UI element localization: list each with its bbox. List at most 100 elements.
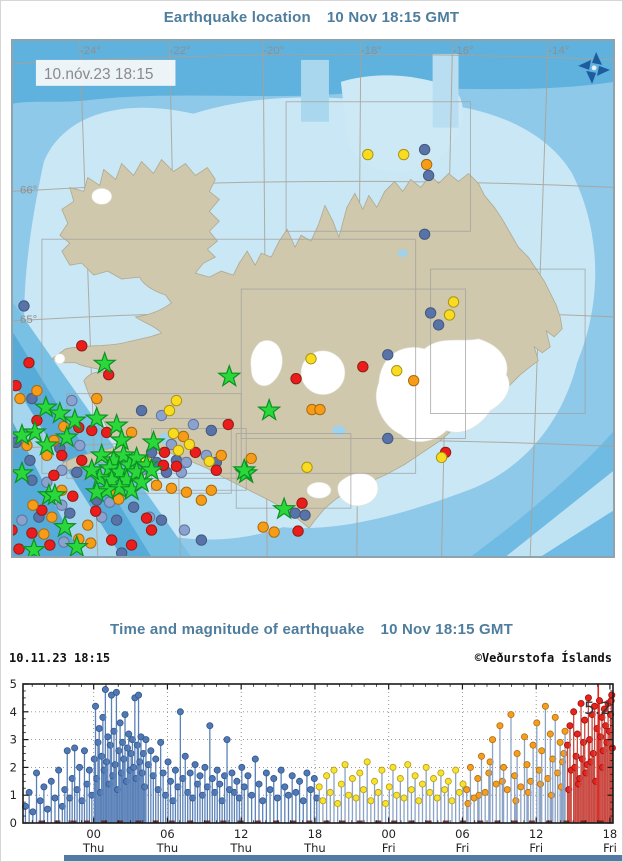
stem-point [323,772,331,780]
stem-point [33,769,41,777]
quake-marker-circle [27,499,39,511]
quake-marker-circle [195,534,208,546]
stem-point [371,777,379,785]
stem-point [556,738,564,746]
baseline-event [580,820,587,824]
quake-marker-circle [76,340,88,352]
stem-point [393,791,401,799]
quake-marker-circle [268,526,280,538]
quake-marker-circle [180,456,193,469]
baseline-event [187,820,194,824]
quake-marker-circle [178,524,191,536]
stem-point [363,758,371,766]
chart-title-text: Time and magnitude of earthquake [110,621,365,638]
stem-point [136,758,144,766]
stem-point [337,780,345,788]
stem-point [206,722,214,730]
chart-svg: 01234500Thu06Thu12Thu18Thu00Fri06Fri12Fr… [10,677,618,855]
quake-marker-circle [167,427,180,440]
baseline-event [290,820,297,824]
x-tick-day: Fri [382,841,396,855]
quake-marker-star [22,419,48,443]
baseline-event [339,820,346,824]
stem-point [307,786,315,794]
x-tick-hour: 12 [529,827,544,841]
stem-point [496,722,504,730]
stem-point [352,794,360,802]
baseline-event [425,820,432,824]
stem-point [348,775,356,783]
quake-marker-star [256,397,282,421]
stem-point [580,738,588,746]
stem-point [299,797,307,805]
quake-marker-star [33,394,59,418]
x-tick-hour: 12 [234,827,249,841]
stem-point [548,791,556,799]
stem-point [208,775,216,783]
stem-point [233,777,241,785]
stem-point [551,713,559,721]
stem-point [560,750,568,758]
quake-marker-circle [125,539,138,551]
stem-point [334,800,342,808]
quake-marker-circle [105,534,118,546]
glacier-myrdalsjokull [337,473,379,507]
stem-point [125,730,133,738]
stem-point [240,783,248,791]
stem-point [98,752,106,760]
quake-marker-circle [90,505,102,517]
quake-marker-star [109,427,134,451]
stem-point [76,763,84,771]
x-tick-hour: 06 [160,827,175,841]
quake-marker-circle [257,521,269,533]
quake-marker-star [54,424,79,448]
glacier-drangajokull [91,188,112,205]
chart-title: Time and magnitude of earthquake 10 Nov 1… [1,621,622,638]
stem-point [463,786,471,794]
stem-point [303,769,311,777]
stem-point [513,750,521,758]
stem-point [466,763,474,771]
quake-marker-circle [125,426,138,439]
stem-point [284,791,292,799]
quake-marker-circle [56,449,68,462]
baseline-event [597,820,604,824]
quake-marker-circle [23,357,35,369]
stem-point [51,794,59,802]
quake-marker-circle [66,394,78,407]
quake-marker-circle [31,384,43,397]
x-tick-hour: 06 [455,827,470,841]
stem-point [541,702,549,710]
stem-point [521,733,529,741]
y-tick-label: 0 [10,816,17,830]
baseline-event [101,820,108,824]
baseline-event [408,820,415,824]
stem-point [396,775,404,783]
quake-marker-circle [172,444,185,457]
stem-point [529,741,537,749]
quake-marker-star [89,442,114,466]
stem-point [138,769,146,777]
lakes [159,249,408,445]
stem-point [577,699,585,707]
quake-marker-circle [74,439,86,452]
stem-point [259,797,267,805]
stem-point [330,766,338,774]
quake-marker-circle [305,353,317,365]
quake-marker-circle [58,536,70,548]
stem-point [213,766,221,774]
stem-point [251,755,259,763]
quake-marker-star [79,457,104,481]
stem-point [255,780,263,788]
stem-point [546,730,554,738]
stem-point [455,788,463,796]
baseline-event [273,820,280,824]
quake-marker-circle [290,373,302,385]
quake-marker-circle [435,451,448,464]
lat-label: 65° [20,314,37,326]
stem-point [166,777,174,785]
quake-marker-circle [382,349,394,361]
stem-point [142,736,150,744]
quake-marker-star [139,457,164,481]
stem-point [315,783,323,791]
